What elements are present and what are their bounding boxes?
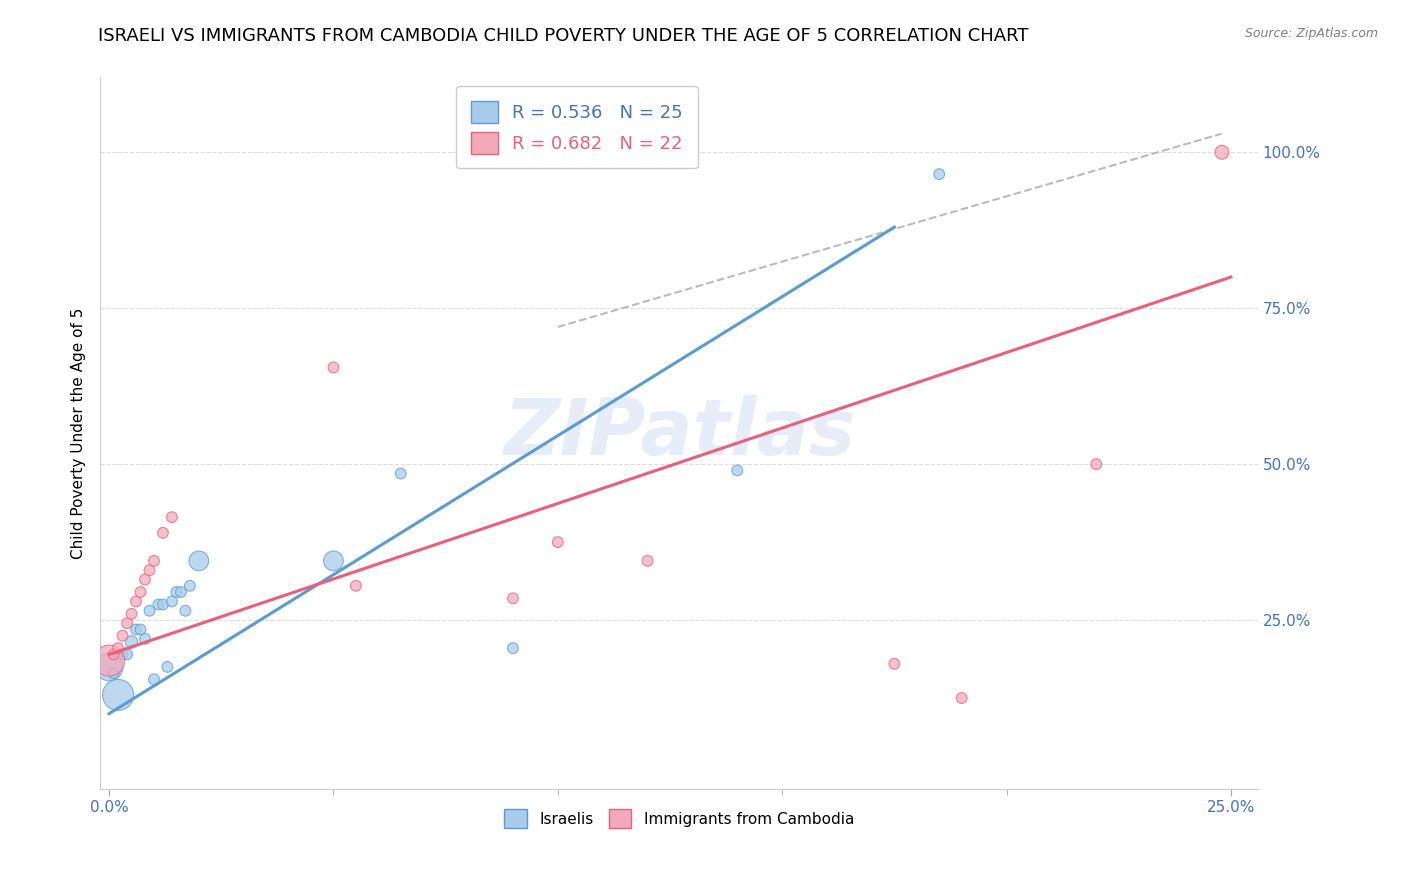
Point xyxy=(883,657,905,671)
Point xyxy=(134,632,156,646)
Point xyxy=(502,641,524,656)
Y-axis label: Child Poverty Under the Age of 5: Child Poverty Under the Age of 5 xyxy=(72,308,86,558)
Point xyxy=(1085,457,1108,471)
Point xyxy=(103,648,125,662)
Point xyxy=(98,654,121,668)
Point xyxy=(322,360,344,375)
Point xyxy=(129,623,152,637)
Text: ZIPatlas: ZIPatlas xyxy=(503,395,855,471)
Point xyxy=(107,688,129,702)
Point xyxy=(152,525,174,540)
Point xyxy=(115,616,138,631)
Point xyxy=(187,554,209,568)
Point xyxy=(156,660,179,674)
Point xyxy=(143,673,166,687)
Point xyxy=(179,579,201,593)
Point xyxy=(148,598,170,612)
Legend: Israelis, Immigrants from Cambodia: Israelis, Immigrants from Cambodia xyxy=(498,804,860,834)
Point xyxy=(111,629,134,643)
Point xyxy=(322,554,344,568)
Point xyxy=(170,585,193,599)
Point xyxy=(121,635,143,649)
Text: ISRAELI VS IMMIGRANTS FROM CAMBODIA CHILD POVERTY UNDER THE AGE OF 5 CORRELATION: ISRAELI VS IMMIGRANTS FROM CAMBODIA CHIL… xyxy=(98,27,1029,45)
Point xyxy=(165,585,187,599)
Point xyxy=(129,585,152,599)
Point xyxy=(152,598,174,612)
Point xyxy=(143,554,166,568)
Point xyxy=(725,463,748,477)
Point xyxy=(111,648,134,662)
Point xyxy=(98,660,121,674)
Point xyxy=(174,604,197,618)
Point xyxy=(928,167,950,181)
Point xyxy=(547,535,569,549)
Text: Source: ZipAtlas.com: Source: ZipAtlas.com xyxy=(1244,27,1378,40)
Point xyxy=(138,563,160,577)
Point xyxy=(1211,145,1233,160)
Point xyxy=(103,666,125,681)
Point xyxy=(502,591,524,606)
Point xyxy=(138,604,160,618)
Point xyxy=(125,594,148,608)
Point xyxy=(107,641,129,656)
Point xyxy=(160,510,183,524)
Point xyxy=(389,467,412,481)
Point xyxy=(134,573,156,587)
Point xyxy=(344,579,367,593)
Point xyxy=(950,691,973,706)
Point xyxy=(121,607,143,621)
Point xyxy=(637,554,659,568)
Point xyxy=(115,648,138,662)
Point xyxy=(160,594,183,608)
Point xyxy=(125,623,148,637)
